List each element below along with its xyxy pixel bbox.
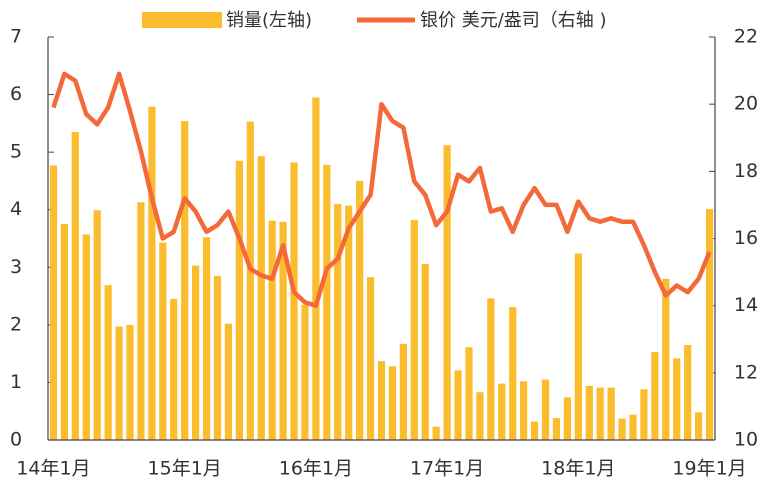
bar <box>301 304 309 440</box>
bar <box>224 323 233 440</box>
bar <box>104 285 112 440</box>
bar <box>93 210 101 440</box>
y2-tick-label: 20 <box>734 93 758 115</box>
y2-tick-label: 10 <box>734 429 758 451</box>
legend-label: 销量(左轴) <box>226 10 312 31</box>
bar <box>640 389 648 440</box>
bar <box>148 106 156 440</box>
bar <box>290 162 298 440</box>
bar <box>498 383 506 440</box>
bar <box>377 361 386 440</box>
x-tick-label: 19年1月 <box>672 458 746 480</box>
bar <box>159 242 167 440</box>
y2-tick-label: 14 <box>734 294 758 316</box>
x-tick-label: 15年1月 <box>148 458 222 480</box>
bar <box>137 202 145 440</box>
bar <box>443 145 451 440</box>
y-tick-label: 1 <box>10 371 22 393</box>
y-tick-label: 0 <box>10 429 22 451</box>
bar <box>585 385 593 440</box>
bar <box>202 237 211 440</box>
bar <box>509 307 517 440</box>
bar <box>454 370 462 440</box>
y-tick-label: 4 <box>10 198 22 220</box>
bar <box>388 366 397 440</box>
bar <box>694 412 703 440</box>
x-tick-label: 16年1月 <box>279 458 353 480</box>
legend-label: 银价 美元/盎司（右轴 ) <box>420 10 607 31</box>
bar <box>705 209 714 440</box>
bar <box>82 234 90 440</box>
bar <box>181 121 189 440</box>
bar <box>115 326 123 440</box>
bar <box>421 263 429 440</box>
x-tick-label: 14年1月 <box>16 458 90 480</box>
y2-tick-label: 16 <box>734 227 758 249</box>
bar <box>60 224 69 440</box>
y-tick-label: 3 <box>10 256 22 278</box>
bar <box>334 203 342 440</box>
legend-swatch-bar <box>142 12 222 28</box>
bar <box>170 298 178 440</box>
line <box>51 71 712 308</box>
y-tick-label: 6 <box>10 83 22 105</box>
bar <box>345 205 353 440</box>
x-tick-label: 18年1月 <box>541 458 615 480</box>
x-tick-label: 17年1月 <box>410 458 484 480</box>
y2-tick-label: 18 <box>734 160 758 182</box>
bar <box>476 392 484 440</box>
bar <box>399 343 407 440</box>
bar <box>410 220 418 440</box>
bar <box>596 387 604 440</box>
bar <box>552 418 561 440</box>
bar <box>235 160 243 440</box>
bar <box>366 277 375 440</box>
bar <box>574 253 582 440</box>
bar <box>126 324 134 440</box>
bar <box>651 351 659 440</box>
bar <box>432 426 440 440</box>
bar <box>71 131 79 440</box>
y-tick-label: 5 <box>10 141 22 163</box>
bar <box>246 121 254 440</box>
bar <box>192 265 200 440</box>
bar <box>662 278 670 440</box>
bar <box>487 298 495 440</box>
bar <box>607 387 615 440</box>
bar <box>279 221 287 440</box>
bar <box>530 421 539 440</box>
y-tick-label: 2 <box>10 313 22 335</box>
bar <box>268 220 276 440</box>
y-tick-label: 7 <box>10 26 22 48</box>
bar <box>49 165 58 441</box>
bar <box>673 358 681 440</box>
bar <box>213 275 222 440</box>
bar <box>618 418 626 440</box>
bar <box>312 97 320 440</box>
bar <box>629 414 637 440</box>
bar <box>465 347 473 440</box>
bar <box>257 156 265 440</box>
bar <box>323 164 331 440</box>
bar <box>520 381 528 440</box>
bar <box>563 397 571 440</box>
y2-tick-label: 12 <box>734 361 758 383</box>
bar <box>684 345 692 440</box>
bar <box>356 180 364 440</box>
bar <box>541 379 550 440</box>
y2-tick-label: 22 <box>734 26 758 48</box>
